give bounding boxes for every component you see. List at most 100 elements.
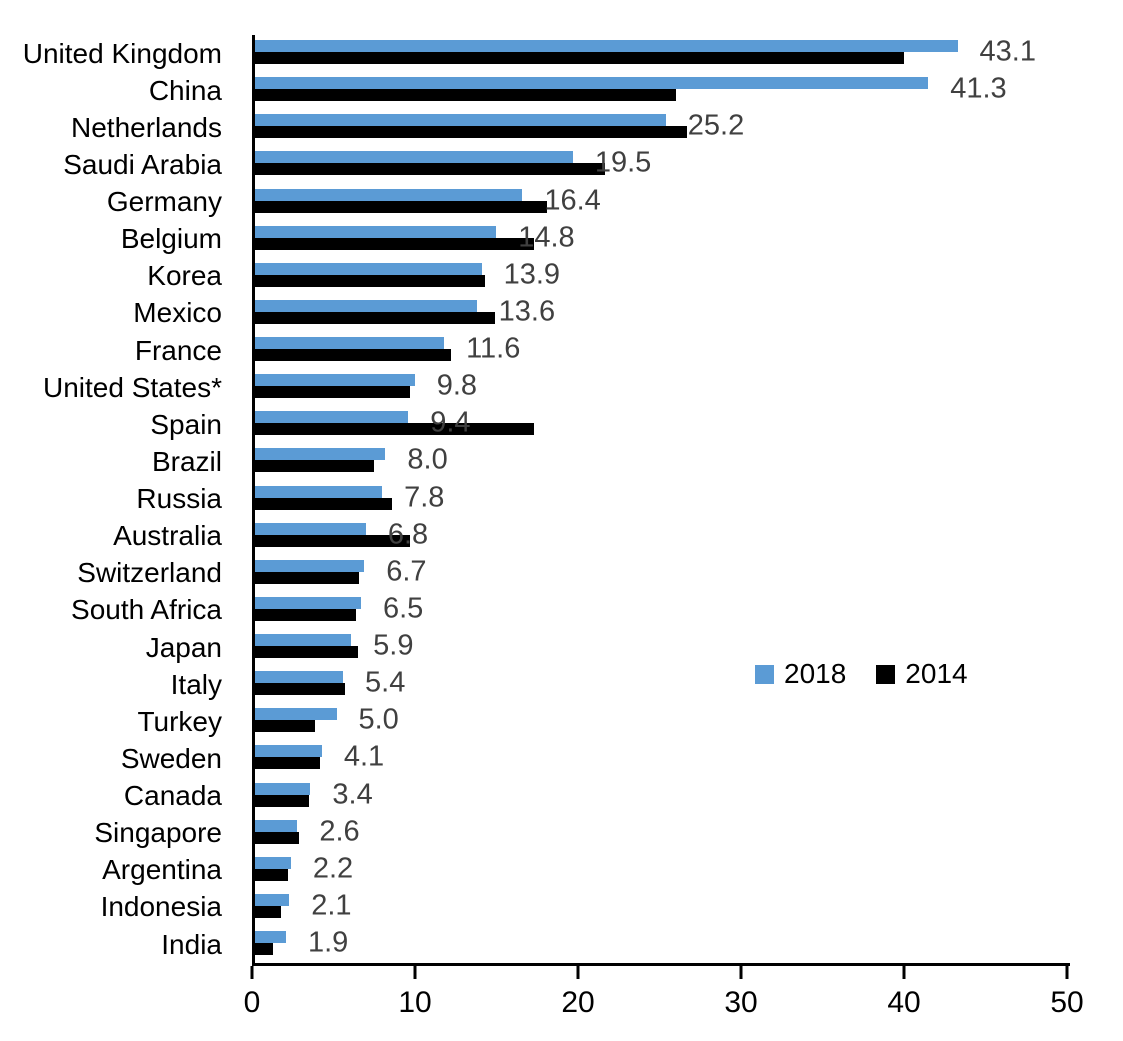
value-label-japan: 5.9 <box>373 629 414 662</box>
x-tick-mark-40 <box>902 966 906 979</box>
bar-2018-france <box>255 337 445 349</box>
bar-2018-united-kingdom <box>255 40 958 52</box>
value-label-indonesia: 2.1 <box>311 889 352 922</box>
bar-group-belgium: 14.8 <box>255 221 1070 258</box>
category-label-indonesia: Indonesia <box>100 891 222 923</box>
bar-2014-turkey <box>255 720 316 733</box>
legend-swatch-2014 <box>876 664 896 684</box>
bar-group-saudi-arabia: 19.5 <box>255 146 1070 183</box>
bar-2018-singapore <box>255 819 298 832</box>
value-label-india: 1.9 <box>307 926 349 959</box>
category-label-china: China <box>148 74 222 106</box>
category-label-russia: Russia <box>136 483 222 515</box>
bar-group-mexico: 13.6 <box>255 295 1070 332</box>
value-label-south-africa: 6.5 <box>382 592 424 625</box>
bar-2014-singapore <box>255 831 299 844</box>
bar-group-sweden: 4.1 <box>255 740 1070 777</box>
bar-2014-saudi-arabia <box>255 163 606 176</box>
bar-2018-spain <box>255 411 409 424</box>
value-label-russia: 7.8 <box>404 481 445 513</box>
plot-area: 43.1 41.3 25.2 19.5 16.4 14.8 13.9 13.6 11.6 9.8 9… <box>252 35 1070 966</box>
bar-group-singapore: 2.6 <box>255 815 1070 852</box>
x-tick-mark-20 <box>576 966 580 979</box>
bar-group-russia: 7.8 <box>255 481 1070 518</box>
bar-2018-brazil <box>255 448 386 461</box>
category-label-singapore: Singapore <box>94 817 222 849</box>
value-label-mexico: 13.6 <box>498 295 556 328</box>
legend-swatch-2018 <box>755 664 774 684</box>
category-label-brazil: Brazil <box>151 445 222 477</box>
bar-group-united-kingdom: 43.1 <box>255 35 1070 72</box>
value-label-argentina: 2.2 <box>312 852 354 885</box>
bar-2014-argentina <box>255 868 288 881</box>
bar-group-spain: 9.4 <box>255 406 1070 443</box>
bar-group-france: 11.6 <box>255 332 1070 369</box>
value-label-netherlands: 25.2 <box>687 109 745 142</box>
x-tick-label-30: 30 <box>724 986 758 1019</box>
bar-2014-canada <box>255 794 309 807</box>
value-label-france: 11.6 <box>466 332 521 365</box>
bar-2018-south-africa <box>255 596 361 609</box>
category-label-japan: Japan <box>145 631 222 663</box>
bar-2018-switzerland <box>255 559 365 572</box>
category-label-india: India <box>161 928 222 960</box>
category-label-turkey: Turkey <box>137 705 222 737</box>
value-label-singapore: 2.6 <box>319 815 360 848</box>
bar-2018-germany <box>255 188 523 201</box>
value-label-canada: 3.4 <box>332 778 373 810</box>
bar-2018-belgium <box>255 225 497 238</box>
legend-label-2018: 2018 <box>784 658 847 689</box>
legend: 2018 2014 <box>755 660 968 688</box>
bar-2014-korea <box>255 274 485 287</box>
category-label-netherlands: Netherlands <box>71 111 222 143</box>
bar-2014-sweden <box>255 757 321 770</box>
bar-2018-korea <box>255 262 482 275</box>
value-label-switzerland: 6.7 <box>386 555 427 588</box>
x-tick-mark-10 <box>413 966 417 979</box>
bar-2014-mexico <box>255 311 495 324</box>
bar-group-south-africa: 6.5 <box>255 592 1070 629</box>
bar-2014-brazil <box>255 460 374 473</box>
bar-2018-netherlands <box>255 114 666 127</box>
bar-2018-india <box>255 931 286 943</box>
value-label-united-states: 9.8 <box>436 369 478 402</box>
bar-group-brazil: 8.0 <box>255 443 1070 480</box>
value-label-spain: 9.4 <box>430 406 471 439</box>
bar-2014-italy <box>255 683 345 696</box>
bar-group-italy: 5.4 <box>255 666 1070 703</box>
y-axis-category-labels: United Kingdom China Netherlands Saudi Arab… <box>0 35 222 963</box>
bar-2014-germany <box>255 200 547 213</box>
bar-2014-south-africa <box>255 608 357 621</box>
bar-2014-france <box>255 349 451 361</box>
value-label-belgium: 14.8 <box>518 221 575 254</box>
x-tick-label-10: 10 <box>398 986 432 1019</box>
bar-2014-united-states <box>255 386 410 399</box>
bar-2018-japan <box>255 634 352 646</box>
value-label-brazil: 8.0 <box>407 443 448 476</box>
bar-2014-japan <box>255 646 358 658</box>
legend-item-2014: 2014 <box>876 660 968 688</box>
bar-2014-belgium <box>255 237 534 250</box>
bar-2014-indonesia <box>255 905 282 918</box>
category-label-spain: Spain <box>150 408 222 440</box>
bar-2014-switzerland <box>255 571 360 584</box>
bar-rows: 43.1 41.3 25.2 19.5 16.4 14.8 13.9 13.6 11.6 9.8 9… <box>255 35 1070 963</box>
bar-2014-united-kingdom <box>255 52 904 64</box>
category-label-belgium: Belgium <box>120 223 222 255</box>
value-label-australia: 6.8 <box>387 518 429 551</box>
category-label-korea: Korea <box>147 260 222 292</box>
x-tick-mark-50 <box>1065 966 1069 979</box>
bar-group-australia: 6.8 <box>255 518 1070 555</box>
bar-group-germany: 16.4 <box>255 184 1070 221</box>
bar-2018-united-states <box>255 374 415 387</box>
bar-2018-argentina <box>255 856 291 869</box>
bar-2014-russia <box>255 497 392 510</box>
x-tick-label-0: 0 <box>243 986 261 1019</box>
bar-group-indonesia: 2.1 <box>255 889 1070 926</box>
bar-2018-italy <box>255 671 344 684</box>
category-label-canada: Canada <box>123 780 222 812</box>
legend-item-2018: 2018 <box>755 660 846 688</box>
x-tick-mark-30 <box>739 966 743 979</box>
bar-2018-australia <box>255 522 366 535</box>
